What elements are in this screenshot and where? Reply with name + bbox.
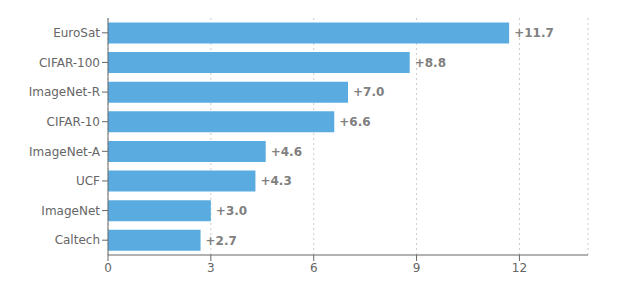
svg-text:+4.6: +4.6 <box>271 145 302 159</box>
svg-text:UCF: UCF <box>76 174 100 188</box>
svg-text:6: 6 <box>310 261 318 275</box>
svg-text:ImageNet-R: ImageNet-R <box>29 85 100 99</box>
svg-text:CIFAR-10: CIFAR-10 <box>47 115 100 129</box>
svg-text:+6.6: +6.6 <box>339 115 370 129</box>
svg-text:+8.8: +8.8 <box>415 56 446 70</box>
svg-text:+4.3: +4.3 <box>260 174 291 188</box>
svg-text:ImageNet: ImageNet <box>41 204 100 218</box>
svg-text:0: 0 <box>104 261 112 275</box>
svg-text:9: 9 <box>413 261 421 275</box>
svg-text:ImageNet-A: ImageNet-A <box>29 145 101 159</box>
svg-text:CIFAR-100: CIFAR-100 <box>39 56 100 70</box>
svg-text:3: 3 <box>207 261 215 275</box>
svg-text:EuroSat: EuroSat <box>53 26 100 40</box>
svg-text:+3.0: +3.0 <box>216 204 247 218</box>
svg-text:+11.7: +11.7 <box>514 26 554 40</box>
svg-text:12: 12 <box>512 261 527 275</box>
svg-text:+7.0: +7.0 <box>353 85 384 99</box>
svg-text:Caltech: Caltech <box>55 233 100 247</box>
svg-text:+2.7: +2.7 <box>206 234 237 248</box>
